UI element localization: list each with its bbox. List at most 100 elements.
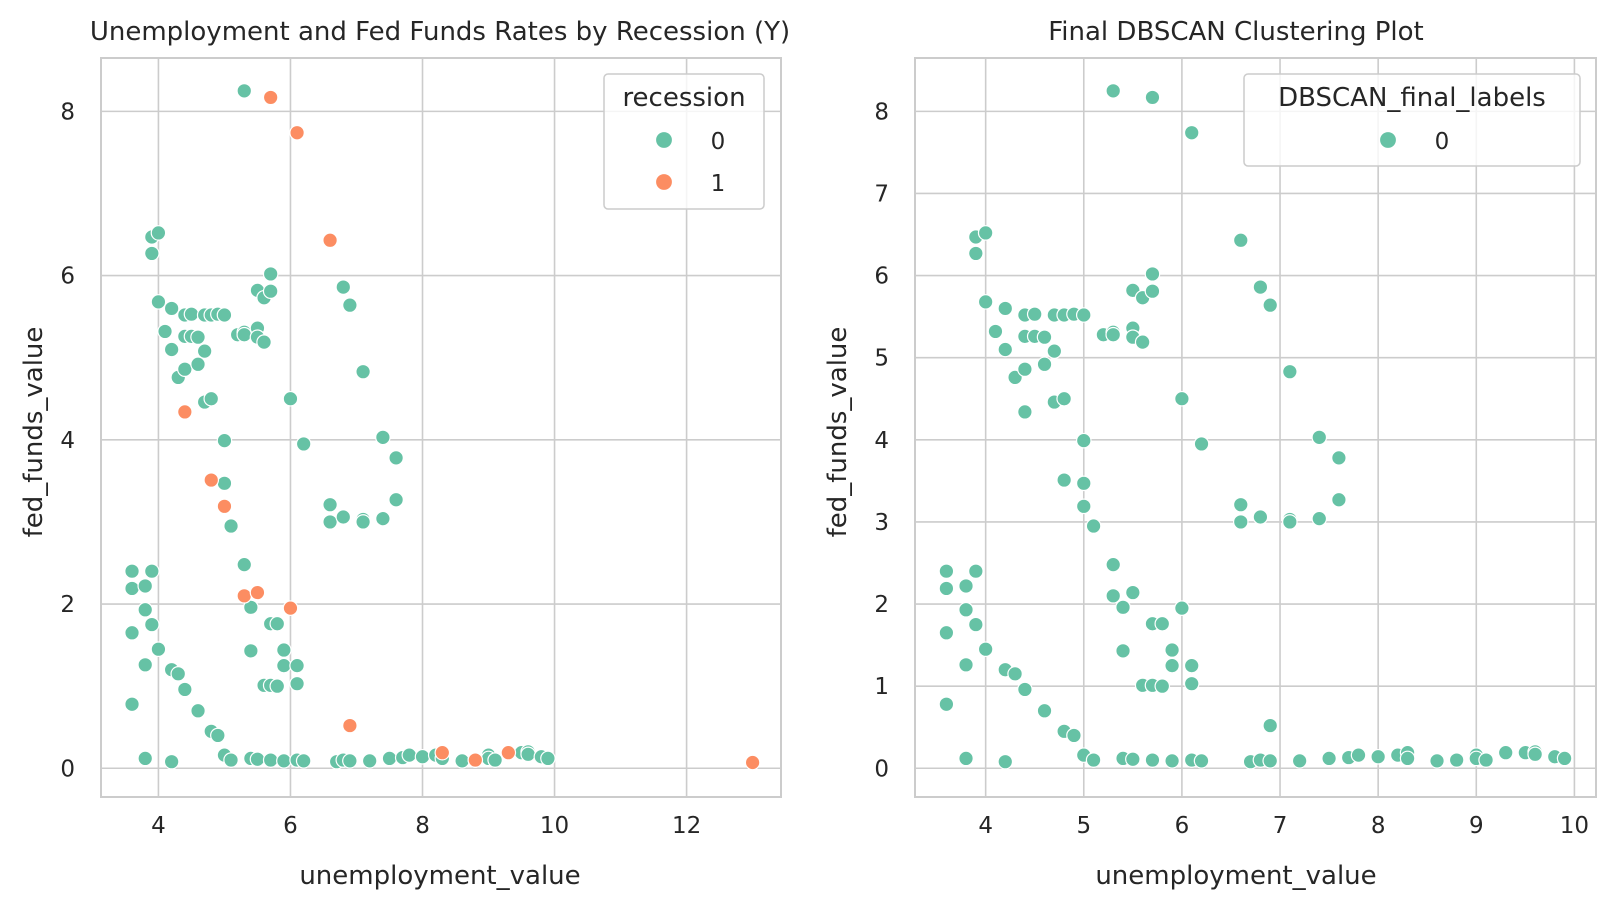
data-point xyxy=(1115,599,1131,616)
data-point xyxy=(335,509,352,525)
data-point xyxy=(1282,363,1298,380)
data-point xyxy=(342,753,358,769)
data-point xyxy=(1331,491,1347,508)
x-tick-label: 4 xyxy=(978,813,993,839)
data-point xyxy=(1164,657,1180,674)
data-point xyxy=(1321,750,1337,767)
legend-label: 0 xyxy=(1435,129,1450,155)
data-point xyxy=(1370,748,1386,765)
data-point xyxy=(249,751,266,768)
data-point xyxy=(1399,750,1416,767)
data-point xyxy=(938,624,955,641)
data-point xyxy=(295,436,312,452)
data-point xyxy=(1017,681,1033,698)
data-point xyxy=(256,334,272,350)
data-point xyxy=(1115,643,1131,659)
data-point xyxy=(1036,356,1053,373)
data-point xyxy=(322,232,338,249)
data-point xyxy=(216,307,233,323)
data-point xyxy=(282,600,299,616)
data-point xyxy=(1262,753,1279,769)
legend-title: DBSCAN_final_labels xyxy=(1278,83,1546,113)
data-point xyxy=(1232,496,1249,513)
data-point xyxy=(1556,750,1573,767)
data-point xyxy=(1036,329,1053,345)
data-point xyxy=(289,657,305,674)
chart-title: Final DBSCAN Clustering Plot xyxy=(1048,17,1424,47)
data-point xyxy=(289,675,305,692)
data-point xyxy=(1105,556,1122,573)
y-tick-label: 8 xyxy=(60,99,75,125)
data-point xyxy=(177,361,193,378)
data-point xyxy=(276,642,292,658)
data-point xyxy=(262,89,279,106)
data-point xyxy=(1527,746,1543,763)
data-point xyxy=(183,306,200,322)
data-point xyxy=(1174,600,1190,616)
data-point xyxy=(1007,666,1023,682)
data-point xyxy=(295,753,312,769)
data-point xyxy=(1262,717,1279,734)
data-point xyxy=(163,300,180,317)
data-point xyxy=(1017,404,1033,420)
data-point xyxy=(355,514,371,530)
data-point xyxy=(977,225,994,241)
legend-label: 0 xyxy=(711,129,726,155)
data-point xyxy=(236,556,253,573)
data-point xyxy=(1056,472,1072,488)
data-point xyxy=(262,283,279,299)
data-point xyxy=(269,678,286,694)
data-point xyxy=(243,599,259,616)
data-point xyxy=(216,498,233,515)
data-point xyxy=(163,341,180,358)
data-point xyxy=(958,578,974,594)
data-point xyxy=(210,727,226,744)
data-point xyxy=(1154,678,1171,694)
data-point xyxy=(1125,751,1141,768)
data-point xyxy=(190,356,206,373)
data-point xyxy=(1036,702,1053,719)
data-point xyxy=(1183,675,1200,692)
data-point xyxy=(1105,83,1122,99)
chart-title: Unemployment and Fed Funds Rates by Rece… xyxy=(90,17,790,47)
data-point xyxy=(1193,753,1210,769)
recession-scatter-panel: Unemployment and Fed Funds Rates by Rece… xyxy=(19,17,790,891)
data-point xyxy=(968,245,984,262)
x-tick-label: 6 xyxy=(283,813,298,839)
data-point xyxy=(289,124,305,141)
data-point xyxy=(1085,752,1102,768)
data-point xyxy=(1429,753,1445,769)
legend-marker xyxy=(654,130,674,150)
data-point xyxy=(1448,752,1465,768)
plot-frame xyxy=(914,57,1597,798)
data-point xyxy=(375,429,391,446)
data-point xyxy=(322,496,338,513)
data-point xyxy=(1183,657,1200,674)
legend-box xyxy=(1243,73,1581,167)
tick-labels: 4 6 8 10 12 0 2 4 6 8 xyxy=(60,99,701,839)
data-point xyxy=(958,601,974,618)
data-point xyxy=(144,563,160,579)
data-point xyxy=(487,752,503,768)
y-axis-label: fed_funds_value xyxy=(19,327,49,538)
y-tick-label: 4 xyxy=(874,428,889,454)
data-point xyxy=(414,748,431,765)
plot-frame xyxy=(100,57,782,798)
y-tick-label: 2 xyxy=(874,592,889,618)
x-axis-label: unemployment_value xyxy=(299,861,580,891)
data-point xyxy=(223,518,239,534)
data-point xyxy=(938,696,955,713)
x-tick-label: 10 xyxy=(1560,813,1589,839)
data-point xyxy=(1125,584,1141,601)
x-tick-label: 8 xyxy=(415,813,430,839)
data-point xyxy=(500,744,517,761)
legend-label: 1 xyxy=(711,171,726,197)
data-point xyxy=(381,750,398,767)
data-point xyxy=(1232,232,1249,249)
x-tick-label: 12 xyxy=(672,813,701,839)
data-point xyxy=(540,750,556,767)
data-point xyxy=(1075,498,1092,515)
x-tick-label: 6 xyxy=(1175,813,1190,839)
legend: recession 01 xyxy=(603,73,765,210)
data-point xyxy=(938,563,955,579)
